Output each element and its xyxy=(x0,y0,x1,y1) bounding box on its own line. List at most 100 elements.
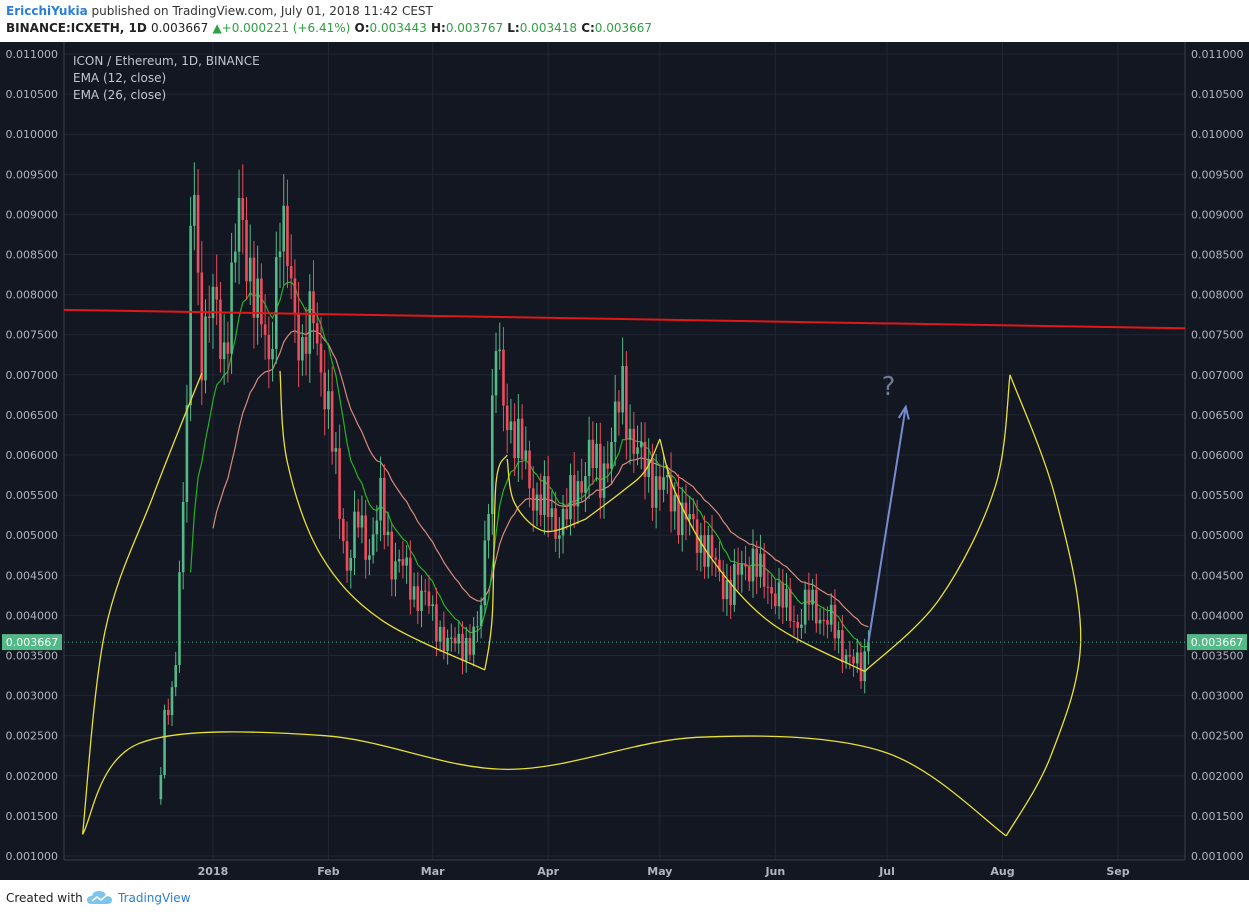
candle-body xyxy=(234,251,237,263)
candle-body xyxy=(286,205,289,267)
pattern-curve-left-wing-outer xyxy=(81,372,203,835)
candle-body xyxy=(706,535,710,567)
candle-body xyxy=(800,624,803,628)
candle-body xyxy=(546,476,550,518)
drawings[interactable]: ? xyxy=(63,308,1186,837)
candle-body xyxy=(490,395,494,515)
candle-body xyxy=(654,476,658,508)
chart-title: ICON / Ethereum, 1D, BINANCE xyxy=(73,54,260,68)
candle-body xyxy=(260,278,263,325)
candle-body xyxy=(185,405,189,502)
candle-body xyxy=(725,579,729,600)
candle-body xyxy=(230,262,233,354)
candle-body xyxy=(855,652,859,664)
candle-body xyxy=(632,428,636,454)
candle-body xyxy=(613,401,617,443)
left-tick-label: 0.001000 xyxy=(6,850,59,863)
candle-body xyxy=(740,563,744,575)
up-arrow-icon: ▲ xyxy=(212,21,222,35)
price-chart[interactable]: 0.011000 0.010500 0.010000 0.009500 0.009000… xyxy=(0,42,1249,880)
candle-body xyxy=(684,502,688,520)
right-tick-label: 0.003000 xyxy=(1191,690,1244,703)
candle-body xyxy=(770,587,773,594)
candle-body xyxy=(211,286,215,319)
candle-body xyxy=(215,286,218,300)
right-tick-label: 0.006000 xyxy=(1191,449,1244,462)
candle-body xyxy=(159,774,163,800)
candle-body xyxy=(304,336,308,354)
candle-body xyxy=(248,257,252,282)
candle-body xyxy=(438,626,442,642)
candle-body xyxy=(312,291,315,324)
candle-body xyxy=(166,709,170,716)
candle-body xyxy=(382,477,386,535)
open-label: O: xyxy=(354,21,370,35)
candle-body xyxy=(692,513,695,520)
candle-body xyxy=(673,495,677,512)
right-tick-label: 0.003500 xyxy=(1191,650,1244,663)
pattern-curve-ear-left xyxy=(506,458,586,533)
candle-body xyxy=(759,553,762,577)
candle-body xyxy=(729,579,732,606)
left-tick-label: 0.010500 xyxy=(6,88,59,101)
candle-body xyxy=(446,637,449,651)
low-value: 0.003418 xyxy=(519,21,577,35)
candle-body xyxy=(524,450,528,460)
candle-body xyxy=(193,194,196,226)
candle-body xyxy=(293,278,297,313)
right-tick-label: 0.001000 xyxy=(1191,850,1244,863)
candle-body xyxy=(718,559,721,572)
time-tick-label: 2018 xyxy=(198,865,229,878)
tradingview-link[interactable]: TradingView xyxy=(118,891,191,905)
candle-body xyxy=(371,534,375,556)
left-tick-label: 0.010000 xyxy=(6,128,59,141)
chart-area[interactable]: 0.011000 0.010500 0.010000 0.009500 0.009000… xyxy=(0,42,1249,880)
candlesticks xyxy=(159,162,870,805)
last-price: 0.003667 xyxy=(150,21,209,35)
current-price-tag: 0.003667 0.003667 xyxy=(2,634,1247,651)
candle-body xyxy=(416,586,420,611)
time-tick-label: Jul xyxy=(878,865,895,878)
left-tick-label: 0.002000 xyxy=(6,770,59,783)
time-tick-label: May xyxy=(647,865,672,878)
candle-body xyxy=(409,557,412,600)
left-tick-label: 0.008500 xyxy=(6,249,59,262)
candle-body xyxy=(569,475,572,520)
candle-body xyxy=(762,553,766,587)
candle-body xyxy=(289,266,293,279)
legend-ema-26: EMA (26, close) xyxy=(73,88,166,102)
author-link[interactable]: EricchiYukia xyxy=(6,4,88,18)
candle-body xyxy=(178,572,181,666)
left-price-axis[interactable]: 0.011000 0.010500 0.010000 0.009500 0.009000… xyxy=(6,48,59,863)
candle-body xyxy=(207,316,211,319)
candle-body xyxy=(688,513,691,520)
candle-body xyxy=(777,582,781,607)
pattern-curve-center-left xyxy=(484,454,508,670)
candle-body xyxy=(498,349,502,352)
time-axis[interactable]: 2018 Feb Mar Apr May Jun Jul Aug Sep xyxy=(198,865,1130,878)
candle-body xyxy=(766,586,770,588)
candle-body xyxy=(274,257,278,349)
right-price-axis[interactable]: 0.011000 0.010500 0.010000 0.009500 0.009000… xyxy=(1191,48,1244,863)
grid-lines xyxy=(63,42,1186,861)
left-tick-label: 0.004000 xyxy=(6,609,59,622)
candle-body xyxy=(427,591,431,607)
candle-body xyxy=(844,654,848,663)
right-tick-label: 0.007000 xyxy=(1191,369,1244,382)
right-tick-label: 0.011000 xyxy=(1191,48,1244,61)
candle-body xyxy=(595,443,598,469)
candle-body xyxy=(625,366,628,440)
candle-body xyxy=(267,334,271,360)
left-tick-label: 0.007000 xyxy=(6,369,59,382)
candle-body xyxy=(271,348,274,360)
left-tick-label: 0.005500 xyxy=(6,489,59,502)
candle-body xyxy=(342,518,345,542)
left-tick-label: 0.001500 xyxy=(6,810,59,823)
publish-line: EricchiYukia published on TradingView.co… xyxy=(6,4,433,18)
right-tick-label: 0.010000 xyxy=(1191,128,1244,141)
right-price-tag-label: 0.003667 xyxy=(1191,636,1244,649)
candle-body xyxy=(397,559,401,562)
left-tick-label: 0.003500 xyxy=(6,650,59,663)
candle-body xyxy=(241,198,245,220)
pattern-curve-ear-right xyxy=(585,438,661,520)
